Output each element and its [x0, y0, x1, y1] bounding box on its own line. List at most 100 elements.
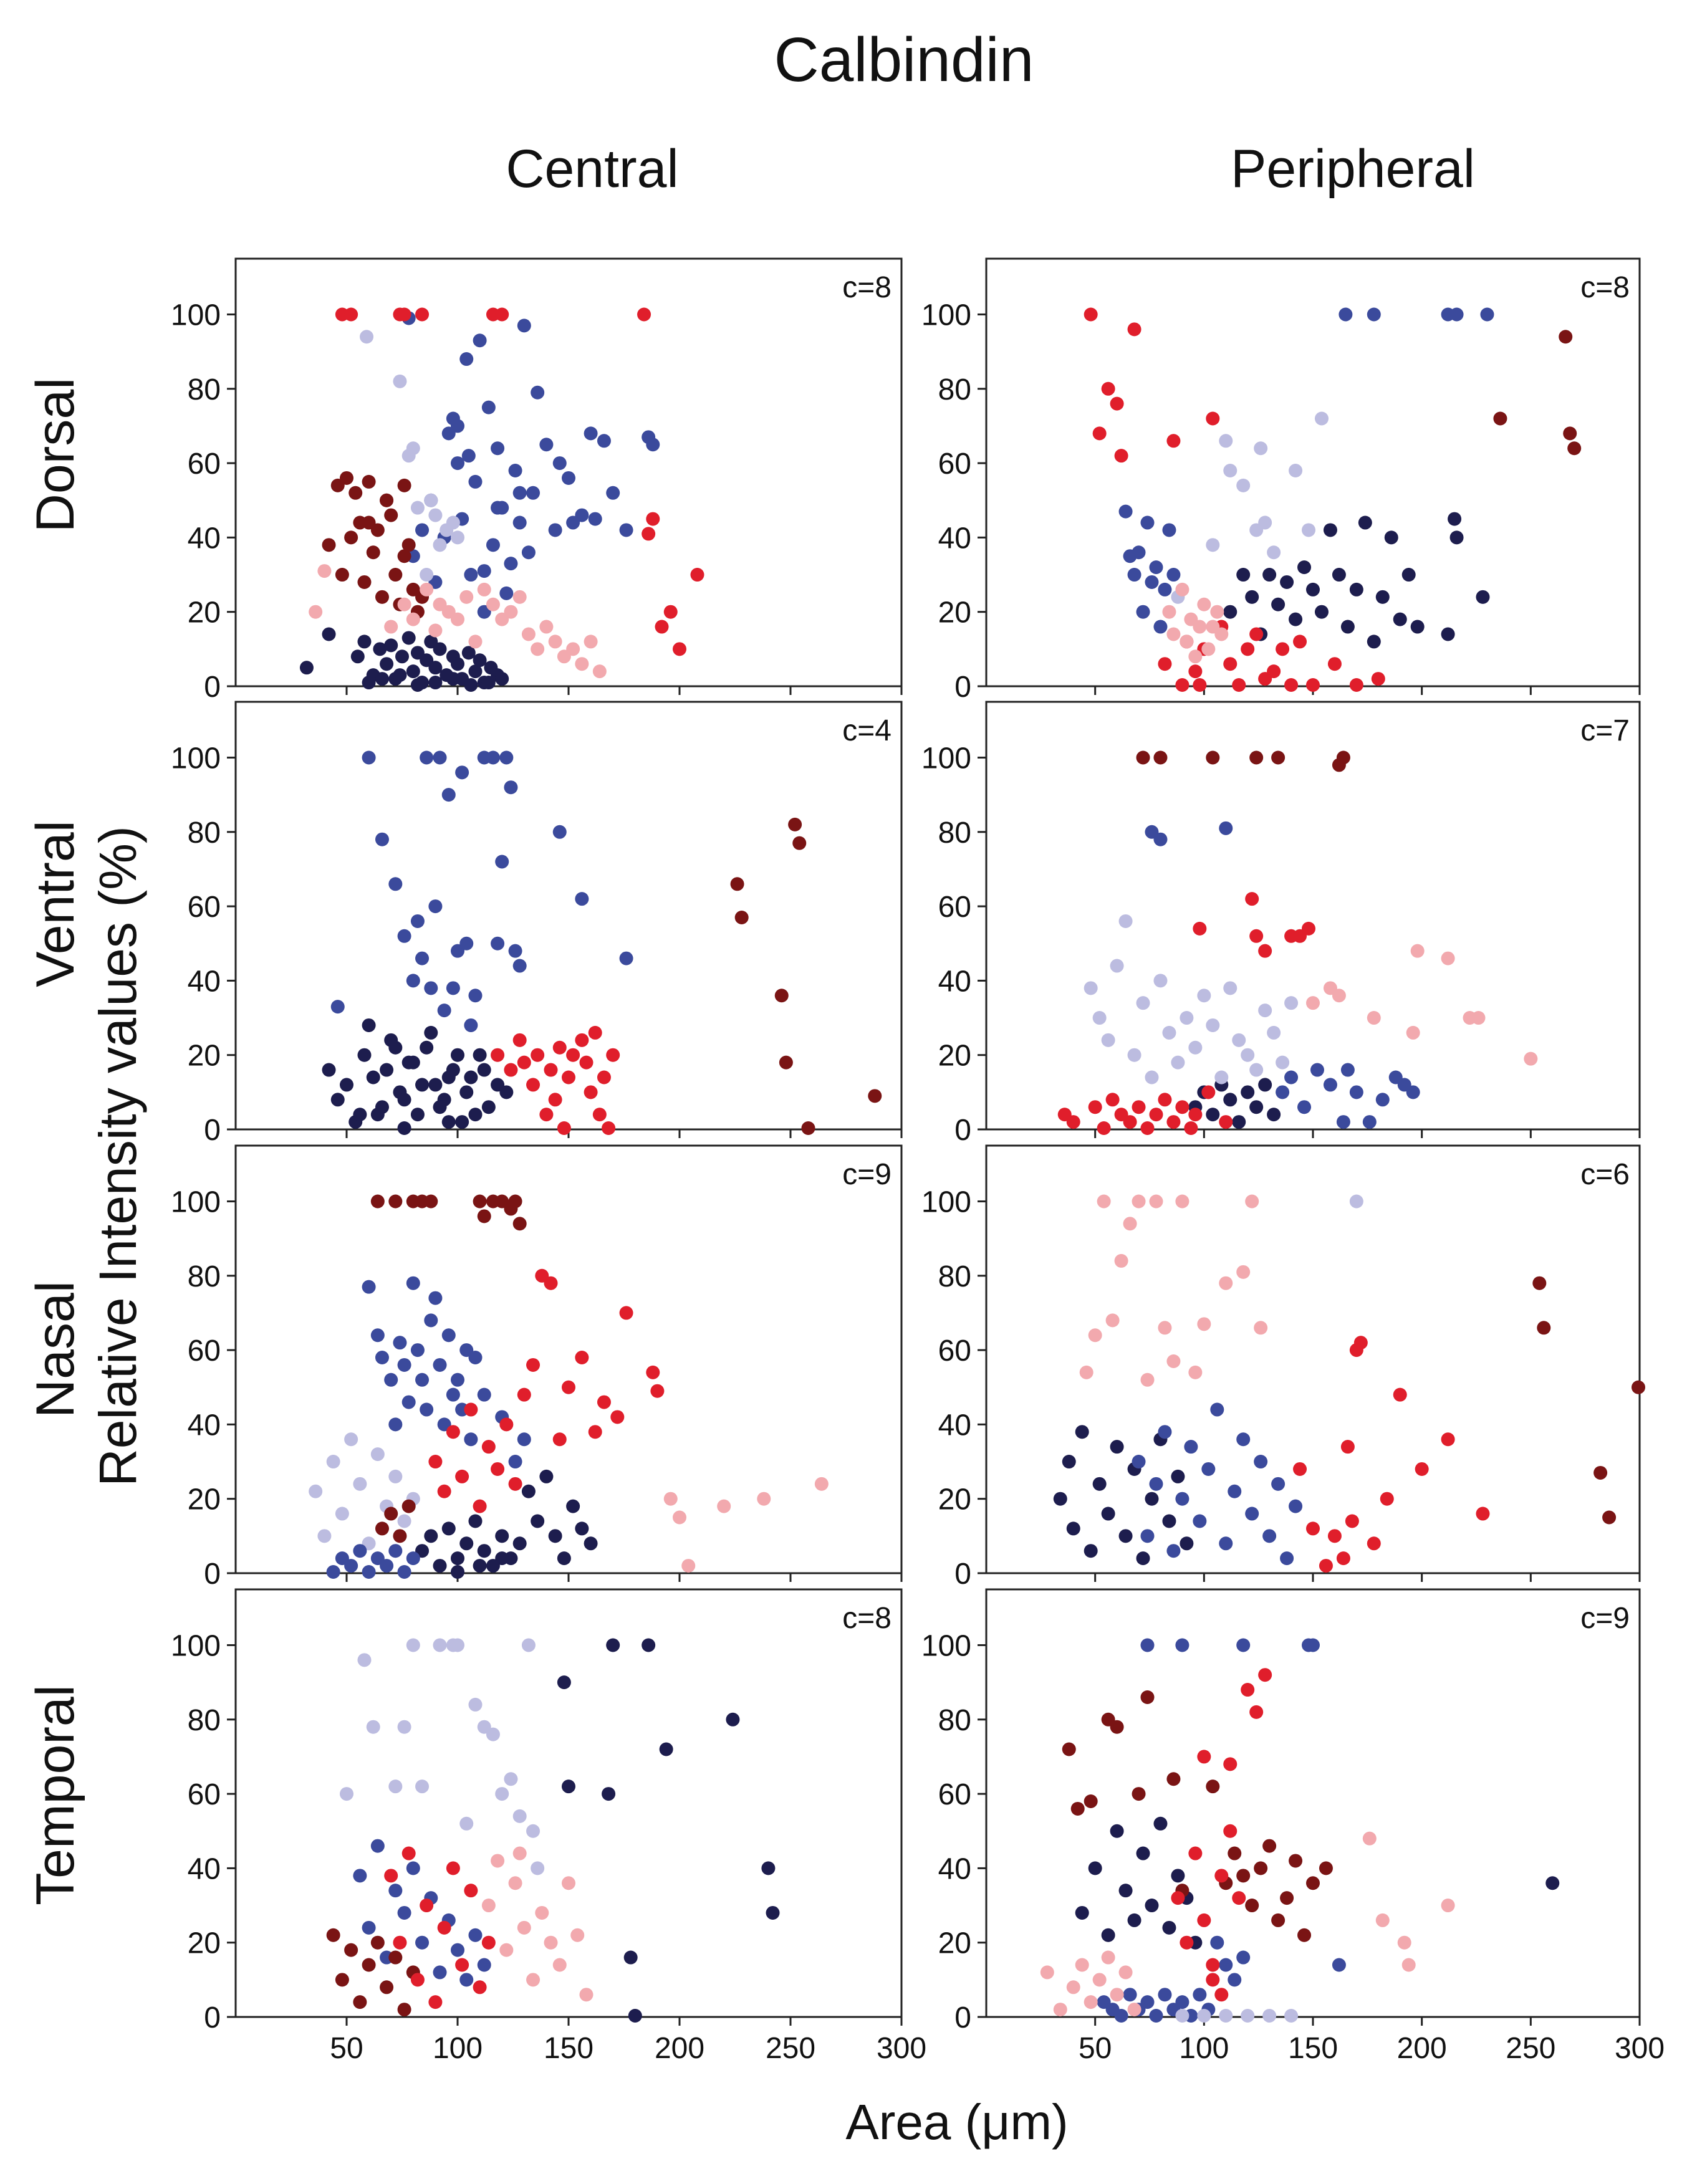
data-point: [1219, 1536, 1233, 1551]
data-point: [517, 1387, 531, 1402]
data-point: [1132, 545, 1146, 560]
data-point: [1545, 1876, 1560, 1890]
data-point: [521, 1638, 536, 1652]
data-point: [428, 508, 443, 522]
y-tick-label: 0: [954, 2001, 971, 2034]
data-point: [380, 1063, 394, 1077]
data-point: [1206, 1958, 1220, 1972]
data-point: [362, 1920, 376, 1935]
y-tick-label: 100: [921, 1185, 971, 1219]
data-point: [1180, 1011, 1194, 1025]
panel-temporal-central-series-6: [481, 1846, 594, 2002]
data-point: [1406, 1025, 1420, 1040]
data-point: [410, 914, 425, 928]
data-point: [1441, 627, 1455, 641]
data-point: [1084, 1544, 1098, 1558]
data-point: [433, 750, 447, 765]
data-point: [360, 330, 374, 344]
panel-dorsal-peripheral: 0 20 40 60 80 100 c=8: [921, 257, 1641, 704]
data-point: [1480, 307, 1494, 322]
data-point: [1367, 635, 1381, 649]
data-point: [388, 1417, 403, 1432]
data-point: [526, 1358, 541, 1372]
data-point: [459, 1085, 474, 1099]
data-point: [397, 478, 411, 492]
data-point: [1175, 1995, 1190, 2009]
y-tick-label: 0: [954, 1114, 971, 1147]
data-point: [370, 1108, 385, 1122]
data-point: [1219, 1958, 1233, 1972]
data-point: [1284, 996, 1299, 1010]
data-point: [1158, 1988, 1172, 2002]
data-point: [473, 1980, 487, 1995]
data-point: [1262, 2009, 1277, 2023]
y-tick-label: 40: [188, 522, 221, 555]
data-point: [433, 1358, 447, 1372]
y-tick-label: 100: [171, 1185, 221, 1219]
data-point: [1092, 1011, 1107, 1025]
data-point: [606, 486, 620, 500]
data-point: [579, 1055, 594, 1070]
data-point: [1166, 1115, 1181, 1129]
data-point: [1062, 1742, 1076, 1756]
data-point: [1289, 1854, 1303, 1868]
data-point: [1249, 627, 1264, 641]
panel-ventral-peripheral-series-4: [1306, 944, 1538, 1066]
data-point: [1158, 1321, 1172, 1335]
data-point: [491, 936, 505, 951]
data-point: [734, 910, 749, 924]
panel-dorsal-peripheral-series-4: [1493, 330, 1582, 456]
data-point: [446, 515, 460, 530]
data-point: [340, 1787, 353, 1801]
data-point: [322, 627, 336, 641]
data-point: [1289, 1499, 1303, 1513]
y-tick-label: 60: [188, 891, 221, 924]
data-point: [1127, 322, 1141, 337]
data-point: [410, 678, 425, 692]
data-point: [1114, 2009, 1128, 2023]
data-point: [539, 1469, 554, 1483]
scatter-panels: 0 20 40 60 80 100 c=8 0 20 40 60 80 100 c=8 0 20 40 60 80 1…: [171, 257, 1665, 2065]
y-tick-label: 100: [921, 299, 971, 332]
data-point: [1118, 504, 1133, 519]
data-point: [717, 1499, 731, 1513]
data-point: [1206, 1108, 1220, 1122]
data-point: [1306, 582, 1320, 596]
data-point: [1306, 678, 1320, 692]
x-tick-label: 200: [655, 2032, 704, 2065]
data-point: [451, 456, 464, 471]
data-point: [464, 678, 478, 692]
data-point: [491, 1462, 505, 1476]
data-point: [397, 1514, 411, 1528]
data-point: [1349, 582, 1363, 596]
data-point: [370, 1447, 385, 1462]
panel-ventral-central-series-2: [330, 750, 633, 1032]
data-point: [468, 474, 483, 489]
data-point: [459, 936, 474, 951]
data-point: [461, 449, 476, 463]
data-point: [1219, 821, 1233, 835]
y-tick-label: 80: [938, 1260, 971, 1293]
data-point: [362, 676, 376, 690]
data-point: [1188, 1040, 1203, 1055]
data-point: [415, 1372, 430, 1387]
data-point: [1092, 1973, 1107, 1987]
x-tick-label: 50: [330, 2032, 363, 2065]
data-point: [428, 1078, 443, 1092]
data-point: [1236, 568, 1251, 582]
data-point: [1040, 1965, 1054, 1980]
data-point: [477, 582, 491, 596]
data-point: [628, 2009, 642, 2023]
data-point: [420, 1040, 434, 1055]
data-point: [344, 1432, 358, 1447]
data-point: [1118, 1884, 1133, 1898]
x-tick-label: 300: [877, 2032, 926, 2065]
data-point: [1327, 657, 1342, 671]
data-point: [575, 1521, 589, 1536]
data-point: [1132, 1194, 1146, 1209]
y-tick-label: 100: [171, 742, 221, 775]
data-point: [468, 1514, 483, 1528]
data-point: [397, 1905, 411, 1920]
data-point: [388, 1040, 403, 1055]
data-point: [1175, 1100, 1190, 1114]
